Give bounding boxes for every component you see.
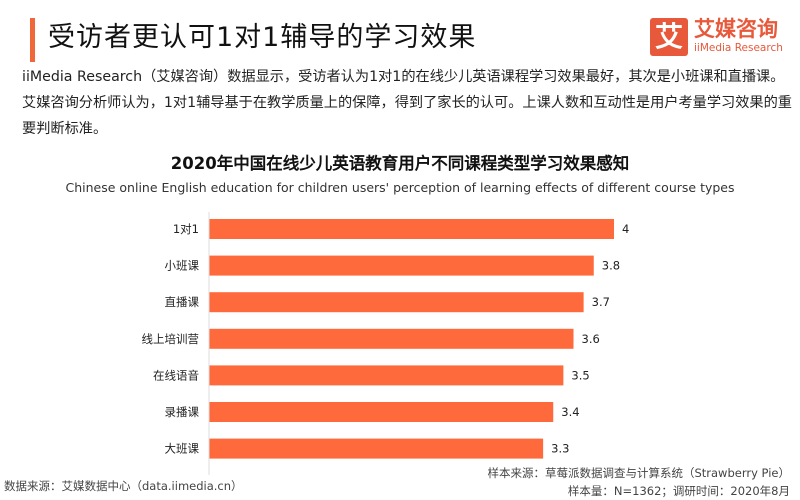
value-label: 3.6 [582,332,600,346]
logo-name-en: iiMedia Research [694,42,783,54]
description: iiMedia Research（艾媒咨询）数据显示，受访者认为1对1的在线少儿… [22,69,792,137]
chart-subtitle: Chinese online English education for chi… [65,180,735,195]
bar [209,255,594,276]
category-label: 1对1 [173,222,199,236]
bar [209,402,554,422]
data-source: 数据来源：艾媒数据中心（data.iimedia.cn） [4,479,243,493]
bar-chart: 1对1 4 小班课 3.8 直播课 3.7 线上培训营 3.6 在线语音 3.5 录播课 3.4 大班课… [142,212,629,475]
category-label: 在线语音 [153,368,199,382]
bar [209,219,614,239]
bar [209,292,584,313]
value-label: 3.3 [551,442,569,456]
sample-info: 样本量：N=1362；调研时间：2020年8月 [567,484,790,498]
value-label: 3.8 [602,259,620,273]
logo-mark: 艾 [650,18,688,56]
bar [209,438,544,459]
bar [209,365,564,386]
logo-name-cn: 艾媒咨询 [694,17,778,41]
chart-title: 2020年中国在线少儿英语教育用户不同课程类型学习效果感知 [170,154,630,173]
page-title: 受访者更认可1对1辅导的学习效果 [48,22,477,53]
value-label: 4 [622,222,629,236]
value-label: 3.5 [571,368,589,382]
value-label: 3.4 [561,405,579,419]
title-accent-bar [30,18,35,62]
category-label: 线上培训营 [142,332,200,346]
category-label: 小班课 [165,259,200,273]
bar [209,328,574,349]
logo: 艾 艾媒咨询 iiMedia Research [650,16,795,60]
category-label: 直播课 [165,295,200,309]
category-label: 大班课 [165,442,200,456]
sample-source: 样本来源：草莓派数据调查与计算系统（Strawberry Pie） [487,466,790,480]
value-label: 3.7 [592,295,610,309]
category-label: 录播课 [165,405,200,419]
